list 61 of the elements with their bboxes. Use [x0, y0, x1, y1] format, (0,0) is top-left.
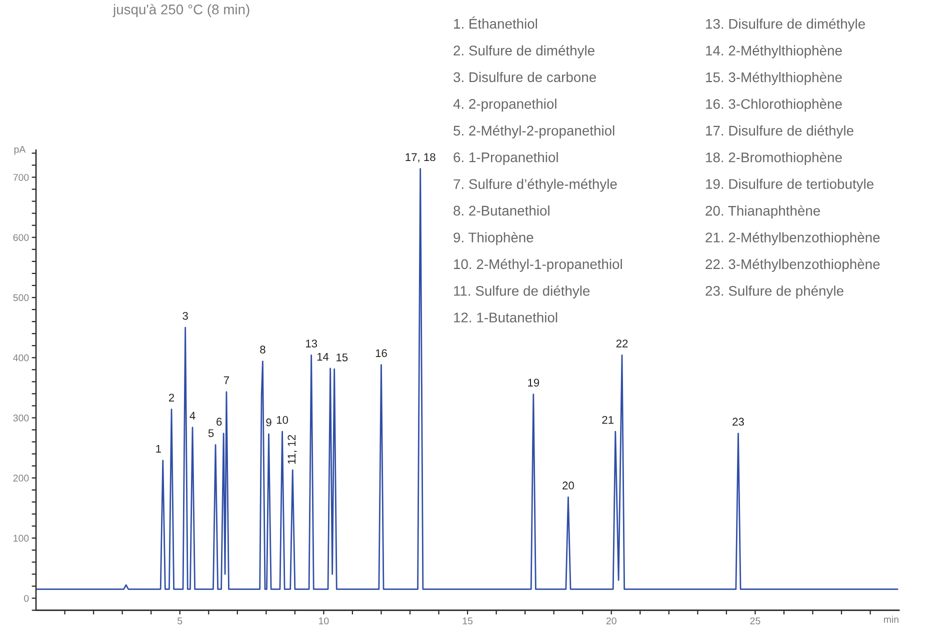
- annotation: 7. Sulfure d’éthyle-méthyle: [454, 178, 617, 192]
- chart-title: jusqu'à 250 °C (8 min): [112, 4, 250, 18]
- text: 2. Sulfure de diméthyle: [454, 45, 594, 58]
- annotation: 11, 12: [288, 435, 297, 464]
- x-tick-label: 20: [606, 617, 616, 624]
- annotation: 6. 1-Propanethiol: [454, 152, 558, 165]
- text: 15. 3-Méthylthiophène: [706, 72, 842, 85]
- annotation: 23. Sulfure de phényle: [706, 285, 844, 299]
- annotation: 3: [182, 312, 188, 320]
- annotation: 23: [732, 418, 744, 426]
- annotation: 2: [168, 394, 174, 402]
- text: 14. 2-Méthylthiophène: [706, 45, 842, 58]
- annotation: 21. 2-Méthylbenzothiophène: [706, 232, 880, 246]
- y-tick-label: 0: [24, 594, 29, 602]
- annotation: 18. 2-Bromothiophène: [706, 152, 842, 166]
- text: 4. 2-propanethiol: [453, 98, 556, 112]
- annotation: 19. Disulfure de tertiobutyle: [706, 178, 874, 192]
- text: 13. Disulfure de diméthyle: [706, 18, 865, 32]
- annotation: 16: [376, 349, 387, 358]
- y-tick-label: 200: [13, 474, 29, 482]
- x-tick-label: 25: [750, 617, 760, 624]
- annotation: 22. 3-Méthylbenzothiophène: [706, 258, 880, 272]
- y-tick-label: 100: [14, 534, 29, 542]
- y-tick-label: 400: [13, 354, 29, 362]
- annotation: 20. Thianaphthène: [706, 205, 820, 218]
- annotation: 19: [528, 378, 540, 387]
- annotation: 10. 2-Méthyl-1-propanethiol: [454, 258, 622, 272]
- line-series: [36, 168, 898, 590]
- annotation: 5: [208, 429, 214, 438]
- text: 5. 2-Méthyl-2-propanethiol: [454, 125, 614, 138]
- text: 17. Disulfure de diéthyle: [706, 125, 854, 138]
- annotation: 17, 18: [406, 153, 436, 162]
- annotation: 1: [156, 444, 161, 453]
- annotation: 22: [616, 340, 628, 348]
- text: 3. Disulfure de carbone: [454, 72, 596, 82]
- x-axis-title: min: [884, 616, 898, 623]
- annotation: 20: [562, 482, 574, 490]
- y-axis-title: pA: [14, 146, 26, 155]
- annotation: 21: [602, 416, 614, 424]
- annotation: 11. Sulfure de diéthyle: [454, 285, 590, 299]
- annotation: 8: [260, 346, 266, 354]
- x-tick-label: 15: [462, 618, 473, 624]
- x-tick-label: 5: [178, 618, 182, 624]
- text: 1. Éthanethiol: [454, 16, 538, 29]
- text: 16. 3-Chlorothiophène: [706, 98, 842, 112]
- annotation: 9: [266, 418, 272, 426]
- x-tick-label: 10: [319, 617, 329, 624]
- annotation: 15: [336, 354, 348, 362]
- annotation: 14: [317, 352, 329, 361]
- y-tick-label: 500: [13, 294, 29, 302]
- annotation: 4: [190, 412, 196, 420]
- annotation: 12. 1-Butanethiol: [454, 312, 558, 322]
- annotation: 10: [276, 416, 288, 424]
- y-tick-label: 300: [13, 414, 29, 422]
- annotation: 8. 2-Butanethiol: [454, 205, 550, 216]
- annotation: 13: [306, 340, 318, 348]
- annotation: 9. Thiophène: [454, 232, 534, 246]
- y-tick-label: 600: [13, 234, 29, 241]
- y-tick-label: 700: [13, 174, 29, 181]
- annotation: 6: [216, 418, 222, 426]
- annotation: 7: [224, 376, 229, 384]
